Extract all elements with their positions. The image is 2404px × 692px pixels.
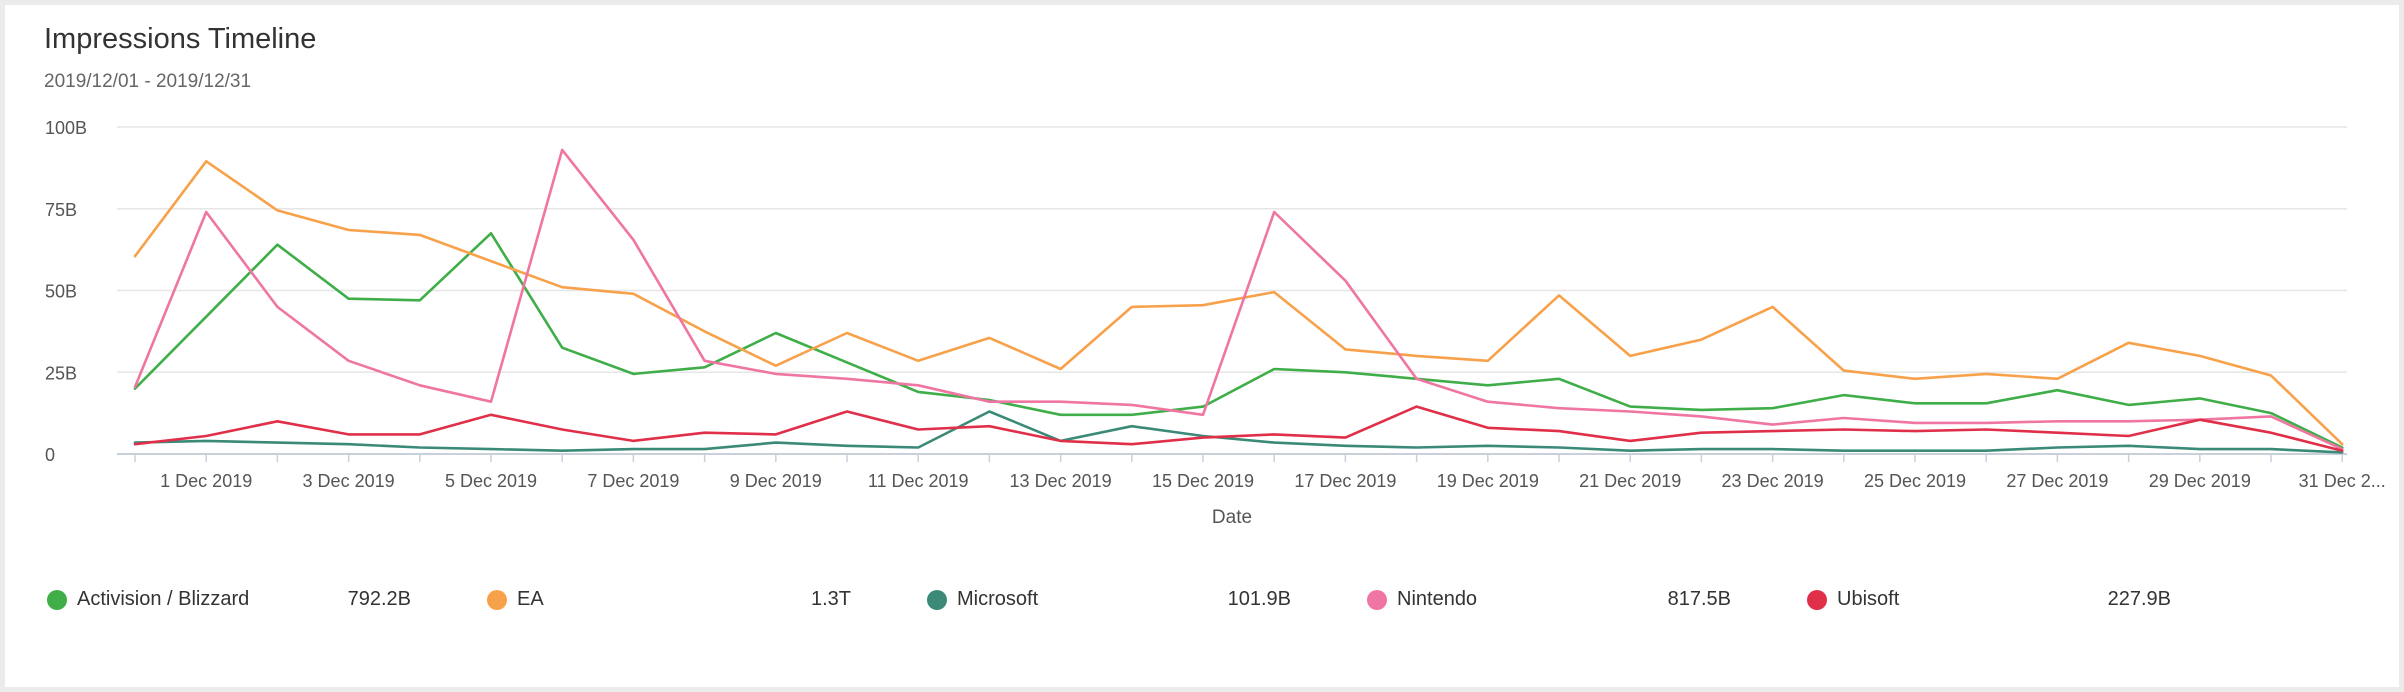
- legend-item-ea[interactable]: EA 1.3T: [484, 583, 851, 619]
- x-tick-label: 23 Dec 2019: [1722, 471, 1824, 491]
- x-tick-label: 31 Dec 2...: [2299, 471, 2386, 491]
- y-tick-label: 50B: [45, 282, 77, 302]
- y-tick-label: 75B: [45, 200, 77, 220]
- x-tick-label: 17 Dec 2019: [1294, 471, 1396, 491]
- legend-item-activision-blizzard[interactable]: Activision / Blizzard 792.2B: [44, 583, 411, 619]
- legend-series-total: 817.5B: [1667, 588, 1731, 610]
- legend-item-microsoft[interactable]: Microsoft 101.9B: [924, 583, 1291, 619]
- legend-series-name: Microsoft: [957, 588, 1039, 610]
- x-tick-label: 5 Dec 2019: [445, 471, 537, 491]
- legend-series-name: Nintendo: [1397, 588, 1478, 610]
- legend-series-name: Activision / Blizzard: [77, 588, 250, 610]
- legend-series-total: 227.9B: [2107, 588, 2171, 610]
- series-line-activision-blizzard[interactable]: [133, 232, 2344, 449]
- x-tick-label: 3 Dec 2019: [303, 471, 395, 491]
- legend-series-name: EA: [517, 588, 544, 610]
- legend-swatch: [1367, 590, 1387, 610]
- series-line-ubisoft[interactable]: [133, 405, 2344, 453]
- legend-swatch: [47, 590, 67, 610]
- x-tick-label: 27 Dec 2019: [2006, 471, 2108, 491]
- x-tick-label: 11 Dec 2019: [868, 471, 969, 491]
- x-tick-label: 15 Dec 2019: [1152, 471, 1254, 491]
- line-chart: 0 25B 50B 75B 100B 1 Dec 2019 3 Dec 2019 5 Dec …: [45, 118, 2386, 528]
- x-tick-label: 13 Dec 2019: [1010, 471, 1112, 491]
- x-tick-label: 29 Dec 2019: [2149, 471, 2251, 491]
- legend-swatch: [1807, 590, 1827, 610]
- legend-series-name: Ubisoft: [1837, 588, 1900, 610]
- x-tick-label: 9 Dec 2019: [730, 471, 822, 491]
- x-tick-label: 19 Dec 2019: [1437, 471, 1539, 491]
- legend-swatch: [927, 590, 947, 610]
- x-tick-label: 25 Dec 2019: [1864, 471, 1966, 491]
- y-tick-label: 25B: [45, 363, 77, 383]
- series-line-microsoft[interactable]: [133, 410, 2344, 454]
- chart-title: Impressions Timeline: [44, 23, 317, 55]
- legend-series-total: 1.3T: [810, 588, 851, 610]
- chart-legend: Activision / Blizzard 792.2B EA 1.3T Microso…: [5, 583, 2399, 619]
- series-line-ea[interactable]: [133, 160, 2344, 446]
- y-tick-label: 100B: [45, 118, 87, 138]
- x-axis-title: Date: [1212, 507, 1252, 528]
- y-tick-label: 0: [45, 445, 55, 465]
- legend-series-total: 792.2B: [347, 588, 411, 610]
- legend-series-total: 101.9B: [1227, 588, 1291, 610]
- legend-item-ubisoft[interactable]: Ubisoft 227.9B: [1804, 583, 2171, 619]
- x-tick-label: 1 Dec 2019: [160, 471, 252, 491]
- date-range-subtitle: 2019/12/01 - 2019/12/31: [44, 71, 252, 92]
- x-tick-label: 7 Dec 2019: [587, 471, 679, 491]
- series-line-nintendo[interactable]: [133, 148, 2344, 451]
- x-tick-label: 21 Dec 2019: [1579, 471, 1681, 491]
- legend-swatch: [487, 590, 507, 610]
- chart-card: Impressions Timeline 2019/12/01 - 2019/1…: [5, 5, 2399, 687]
- legend-item-nintendo[interactable]: Nintendo 817.5B: [1364, 583, 1731, 619]
